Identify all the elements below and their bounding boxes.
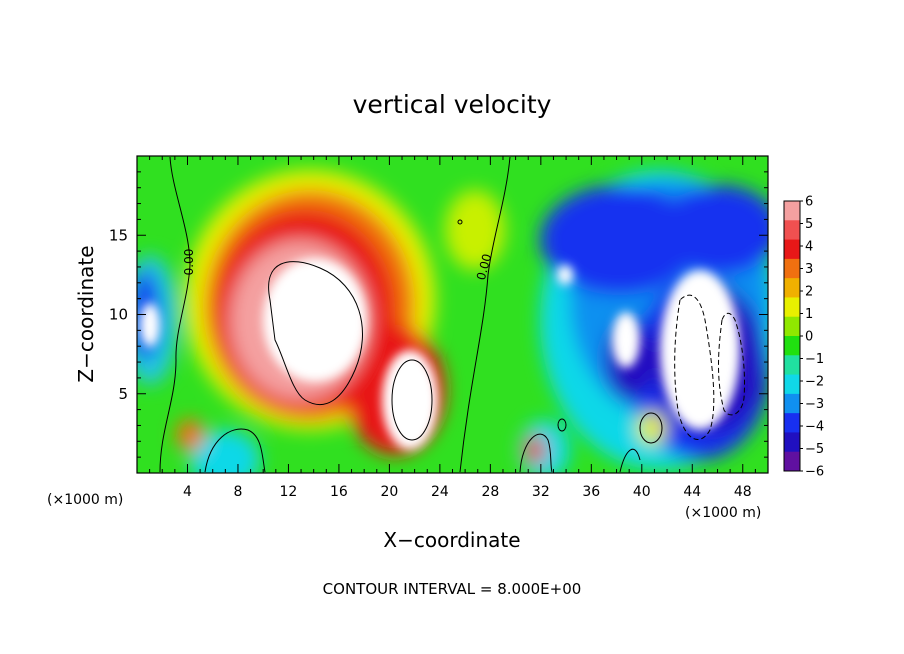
x-tick-label: 8 [233, 484, 242, 500]
x-tick-label: 28 [481, 484, 499, 500]
colorbar-swatch [784, 451, 800, 472]
y-tick-label: 10 [109, 306, 128, 324]
colorbar-swatch [784, 220, 800, 241]
colorbar-swatch [784, 355, 800, 376]
colorbar-swatch [784, 336, 800, 356]
colorbar-label: −2 [805, 375, 824, 390]
colorbar-label: 0 [805, 330, 813, 345]
x-tick-label: 32 [532, 484, 550, 500]
colorbar-label: −6 [805, 465, 824, 480]
y-axis: 5 10 15 [109, 171, 768, 458]
colorbar-swatch [784, 393, 800, 414]
x-tick-label: 36 [582, 484, 600, 500]
y-axis-label: Z−coordinate [74, 245, 98, 382]
y-tick-label: 5 [118, 385, 128, 403]
x-axis-label: X−coordinate [383, 528, 520, 552]
chart-title: vertical velocity [353, 90, 552, 119]
colorbar-label: 3 [805, 262, 813, 277]
colorbar-swatch [784, 258, 800, 279]
x-tick-label: 20 [380, 484, 398, 500]
y-tick-label: 15 [109, 226, 128, 244]
colorbar-swatch [784, 432, 800, 453]
contour-label-left: 0.00 [182, 249, 196, 276]
x-tick-label: 48 [734, 484, 752, 500]
colorbar-label: 5 [805, 217, 813, 232]
x-unit-right: (×1000 m) [685, 505, 761, 521]
colorbar: 6 5 4 3 2 1 0 −1 −2 −3 −4 −5 −6 [783, 195, 824, 480]
velocity-field [137, 156, 768, 473]
x-axis: 4 8 12 16 20 24 28 32 36 40 44 48 [149, 156, 756, 500]
colorbar-swatch [784, 374, 800, 395]
colorbar-swatch [784, 413, 800, 433]
colorbar-label: 2 [805, 285, 813, 300]
colorbar-label: 1 [805, 307, 813, 322]
colorbar-swatch [784, 297, 800, 318]
colorbar-label: −1 [805, 352, 824, 367]
x-tick-label: 24 [431, 484, 449, 500]
colorbar-label: −5 [805, 442, 824, 457]
x-tick-label: 40 [633, 484, 651, 500]
x-tick-label: 16 [330, 484, 348, 500]
contour-label-middle: 0.00 [474, 252, 494, 281]
colorbar-label: −4 [805, 420, 824, 435]
colorbar-label: −3 [805, 397, 824, 412]
colorbar-swatch [784, 316, 800, 337]
colorbar-swatch [784, 278, 800, 298]
x-tick-label: 4 [183, 484, 192, 500]
x-tick-label: 44 [683, 484, 701, 500]
colorbar-label: 6 [805, 195, 813, 210]
x-unit-left: (×1000 m) [47, 492, 123, 508]
colorbar-swatch [784, 239, 800, 260]
contour-interval-note: CONTOUR INTERVAL = 8.000E+00 [323, 580, 582, 598]
colorbar-swatch [784, 201, 800, 221]
colorbar-label: 4 [805, 240, 813, 255]
x-tick-label: 12 [280, 484, 298, 500]
